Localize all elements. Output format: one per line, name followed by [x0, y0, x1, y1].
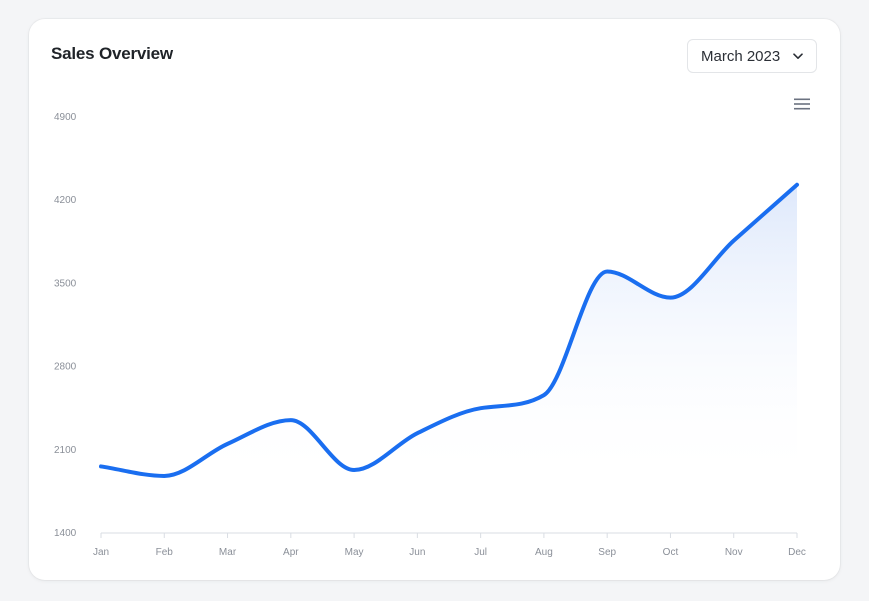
y-tick-label: 4200	[54, 195, 77, 206]
x-tick-label: Nov	[725, 547, 743, 558]
data-point-mar[interactable]	[223, 439, 233, 449]
data-point-apr[interactable]	[286, 415, 296, 425]
x-tick-label: Oct	[663, 547, 679, 558]
month-select[interactable]: March 2023	[687, 39, 817, 73]
data-point-dec[interactable]	[792, 180, 802, 190]
x-tick-label: Aug	[535, 547, 553, 558]
y-tick-label: 2800	[54, 362, 77, 373]
data-point-may[interactable]	[349, 465, 359, 475]
sales-chart: Jan Feb Mar Apr May Jun Jul Aug Sep Oct Nov Dec 1400…	[54, 112, 806, 558]
hamburger-menu-icon[interactable]	[794, 97, 810, 110]
x-tick-label: Sep	[598, 547, 616, 558]
x-tick-label: Feb	[156, 547, 174, 558]
y-tick-label: 4900	[54, 112, 77, 123]
series-area-fill	[101, 184, 797, 487]
x-tick-label: Apr	[283, 547, 299, 558]
x-tick-label: Jun	[409, 547, 425, 558]
data-point-feb[interactable]	[159, 471, 169, 481]
x-tick-label: Mar	[219, 547, 237, 558]
month-select-value: March 2023	[701, 47, 781, 65]
data-point-oct[interactable]	[665, 293, 675, 303]
data-point-jan[interactable]	[96, 461, 106, 471]
x-tick-label: Dec	[788, 547, 806, 558]
chart-title: Sales Overview	[51, 44, 173, 63]
data-point-aug[interactable]	[539, 390, 549, 400]
y-tick-label: 1400	[54, 528, 77, 539]
data-point-jul[interactable]	[476, 403, 486, 413]
x-tick-label: Jul	[474, 547, 487, 558]
sales-series-line[interactable]	[99, 182, 799, 478]
data-point-jun[interactable]	[412, 428, 422, 438]
data-point-nov[interactable]	[729, 236, 739, 246]
x-tick-label: Jan	[93, 547, 109, 558]
data-point-sep[interactable]	[602, 267, 612, 277]
chevron-down-icon	[792, 50, 804, 62]
sales-overview-card: Sales Overview March 2023 Jan Feb Mar Apr Ma…	[29, 19, 840, 580]
y-tick-label: 2100	[54, 445, 77, 456]
x-tick-label: May	[345, 547, 364, 558]
y-tick-label: 3500	[54, 278, 77, 289]
